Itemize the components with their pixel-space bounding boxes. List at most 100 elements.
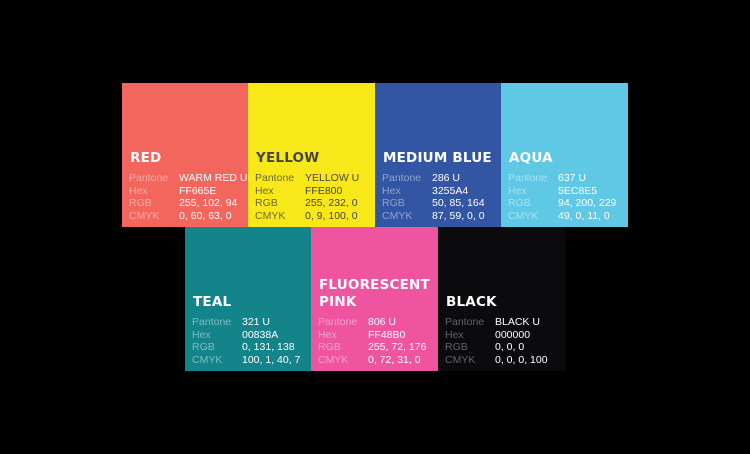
rgb-value: 255, 102, 94 [179,197,238,210]
hex-row: Hex 00838A [192,329,300,342]
cmyk-row: CMYK 49, 0, 11, 0 [508,210,616,223]
rgb-row: RGB 255, 72, 176 [318,341,426,354]
hex-label: Hex [382,184,401,197]
cmyk-row: CMYK 100, 1, 40, 7 [192,354,300,367]
cmyk-label: CMYK [445,354,476,367]
rgb-row: RGB 50, 85, 164 [382,197,485,210]
cmyk-value: 87, 59, 0, 0 [432,210,485,223]
swatch-red: RED Pantone WARM RED U Hex FF665E RGB 255, … [122,83,249,227]
pantone-value: WARM RED U [179,171,248,184]
pantone-label: Pantone [129,171,169,184]
rgb-label: RGB [508,197,531,210]
swatch-name-line1: FLUORESCENT [319,277,430,293]
pantone-label: Pantone [445,315,485,328]
rgb-value: 0, 131, 138 [242,341,295,354]
hex-value: 00838A [242,328,279,341]
hex-value: 3255A4 [432,184,469,197]
rgb-label: RGB [129,197,152,210]
rgb-row: RGB 94, 200, 229 [508,197,616,210]
cmyk-value: 0, 60, 63, 0 [179,210,232,223]
hex-label: Hex [445,328,464,341]
pantone-row: Pantone BLACK U [445,316,548,329]
pantone-row: Pantone 637 U [508,172,616,185]
hex-row: Hex 3255A4 [382,185,485,198]
rgb-value: 255, 72, 176 [368,341,427,354]
hex-row: Hex FF665E [129,185,247,198]
cmyk-row: CMYK 0, 0, 0, 100 [445,354,548,367]
rgb-value: 255, 232, 0 [305,197,358,210]
rgb-row: RGB 255, 232, 0 [255,197,359,210]
rgb-value: 0, 0, 0 [495,341,525,354]
cmyk-value: 100, 1, 40, 7 [242,354,301,367]
swatch-specs: Pantone 286 U Hex 3255A4 RGB 50, 85, 164 CM… [382,172,485,223]
hex-label: Hex [129,184,148,197]
rgb-label: RGB [382,197,405,210]
pantone-value: 637 U [558,171,587,184]
swatch-teal: TEAL Pantone 321 U Hex 00838A RGB 0, 131, 1… [185,227,312,371]
pantone-label: Pantone [255,171,295,184]
hex-row: Hex FFE800 [255,185,359,198]
rgb-label: RGB [445,341,468,354]
cmyk-value: 0, 0, 0, 100 [495,354,548,367]
swatch-specs: Pantone YELLOW U Hex FFE800 RGB 255, 232, 0… [255,172,359,223]
rgb-value: 94, 200, 229 [558,197,617,210]
hex-label: Hex [508,184,527,197]
swatch-medium-blue: MEDIUM BLUE Pantone 286 U Hex 3255A4 RGB 50… [375,83,502,227]
hex-row: Hex 5EC8E5 [508,185,616,198]
swatch-name-line2: PINK [319,294,357,310]
pantone-row: Pantone WARM RED U [129,172,247,185]
cmyk-row: CMYK 0, 72, 31, 0 [318,354,426,367]
pantone-row: Pantone YELLOW U [255,172,359,185]
hex-value: FF48B0 [368,328,406,341]
hex-value: FF665E [179,184,217,197]
cmyk-row: CMYK 87, 59, 0, 0 [382,210,485,223]
cmyk-label: CMYK [318,354,349,367]
swatch-specs: Pantone WARM RED U Hex FF665E RGB 255, 102,… [129,172,247,223]
swatch-name: BLACK [446,294,497,310]
cmyk-value: 0, 72, 31, 0 [368,354,421,367]
swatch-specs: Pantone 806 U Hex FF48B0 RGB 255, 72, 176 C… [318,316,426,367]
pantone-label: Pantone [318,315,358,328]
cmyk-label: CMYK [192,354,223,367]
rgb-row: RGB 0, 131, 138 [192,341,300,354]
pantone-value: 286 U [432,171,461,184]
hex-label: Hex [255,184,274,197]
pantone-label: Pantone [382,171,422,184]
swatch-aqua: AQUA Pantone 637 U Hex 5EC8E5 RGB 94, 200, … [501,83,628,227]
swatch-name: RED [130,150,162,166]
swatch-yellow: YELLOW Pantone YELLOW U Hex FFE800 RGB 255,… [248,83,375,227]
rgb-row: RGB 0, 0, 0 [445,341,548,354]
rgb-label: RGB [192,341,215,354]
hex-value: 5EC8E5 [558,184,598,197]
swatch-specs: Pantone 637 U Hex 5EC8E5 RGB 94, 200, 229 C… [508,172,616,223]
swatch-specs: Pantone BLACK U Hex 000000 RGB 0, 0, 0 CMYK… [445,316,548,367]
hex-label: Hex [192,328,211,341]
pantone-value: 321 U [242,315,271,328]
cmyk-row: CMYK 0, 60, 63, 0 [129,210,247,223]
rgb-row: RGB 255, 102, 94 [129,197,247,210]
pantone-value: 806 U [368,315,397,328]
pantone-label: Pantone [192,315,232,328]
pantone-row: Pantone 806 U [318,316,426,329]
cmyk-label: CMYK [508,210,539,223]
hex-label: Hex [318,328,337,341]
hex-value: 000000 [495,328,531,341]
cmyk-label: CMYK [129,210,160,223]
pantone-label: Pantone [508,171,548,184]
cmyk-row: CMYK 0, 9, 100, 0 [255,210,359,223]
cmyk-value: 49, 0, 11, 0 [558,210,610,223]
pantone-value: YELLOW U [305,171,360,184]
pantone-value: BLACK U [495,315,540,328]
cmyk-label: CMYK [382,210,413,223]
rgb-value: 50, 85, 164 [432,197,485,210]
pantone-row: Pantone 286 U [382,172,485,185]
swatch-name: TEAL [193,294,232,310]
swatch-name: AQUA [509,150,553,166]
swatch-name: YELLOW [256,150,320,166]
swatch-name: MEDIUM BLUE [383,150,492,166]
hex-row: Hex FF48B0 [318,329,426,342]
swatch-black: BLACK Pantone BLACK U Hex 000000 RGB 0, 0, … [438,227,565,371]
cmyk-value: 0, 9, 100, 0 [305,210,358,223]
swatch-name: FLUORESCENT PINK [319,277,430,311]
cmyk-label: CMYK [255,210,286,223]
